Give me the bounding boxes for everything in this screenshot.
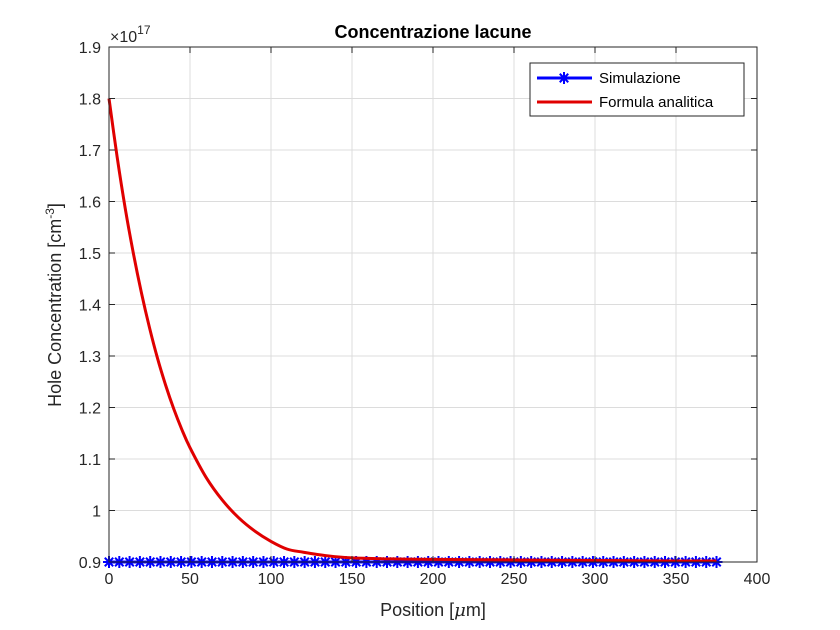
y-tick-label: 1.3: [79, 349, 101, 366]
y-tick-label: 1.7: [79, 143, 101, 160]
x-tick-label: 0: [105, 571, 114, 588]
y-tick-label: 1: [92, 504, 101, 521]
y-tick-label: 0.9: [79, 555, 101, 572]
legend-marker-asterisk: [558, 72, 570, 84]
y-multiplier-exp: 17: [137, 23, 151, 37]
x-tick-label: 200: [420, 571, 447, 588]
x-tick-label: 150: [339, 571, 366, 588]
x-tick-label: 400: [744, 571, 771, 588]
y-axis-label-end: ]: [45, 203, 65, 208]
x-tick-label: 50: [181, 571, 199, 588]
x-tick-label: 250: [501, 571, 528, 588]
legend-label-formula: Formula analitica: [599, 94, 714, 111]
y-tick-label: 1.4: [79, 298, 101, 315]
x-axis-label-mu: μ: [454, 600, 466, 621]
x-tick-label: 350: [663, 571, 690, 588]
y-tick-label: 1.2: [79, 401, 101, 418]
y-tick-label: 1.5: [79, 246, 101, 263]
x-axis-label: Position [μm]: [380, 600, 486, 621]
legend-label-simulazione: Simulazione: [599, 70, 681, 87]
y-tick-label: 1.9: [79, 40, 101, 57]
series-line-formula-analitica: [107, 98, 717, 563]
legend-box: [529, 62, 745, 117]
ticks: 0 50 100 150 200 250 300 350 400 0.9 1 1.1 1.2 1.3 1.4…: [79, 40, 771, 588]
legend: Simulazione Formula analitica: [529, 62, 745, 117]
y-tick-label: 1.1: [79, 452, 101, 469]
y-multiplier-base: ×10: [110, 29, 137, 46]
y-axis-label-sup: -3: [43, 208, 57, 219]
x-tick-label: 100: [258, 571, 285, 588]
x-axis-label-end: m]: [466, 600, 486, 620]
y-axis-label-main: Hole Concentration [cm: [45, 219, 65, 407]
y-tick-label: 1.6: [79, 195, 101, 212]
x-tick-label: 300: [582, 571, 609, 588]
y-multiplier: ×1017: [110, 23, 151, 46]
x-axis-label-main: Position [: [380, 600, 454, 620]
chart-title: Concentrazione lacune: [334, 22, 531, 42]
y-axis-label: Hole Concentration [cm-3]: [43, 203, 65, 407]
y-tick-label: 1.8: [79, 92, 101, 109]
legend-marker-simulazione: [558, 72, 570, 84]
